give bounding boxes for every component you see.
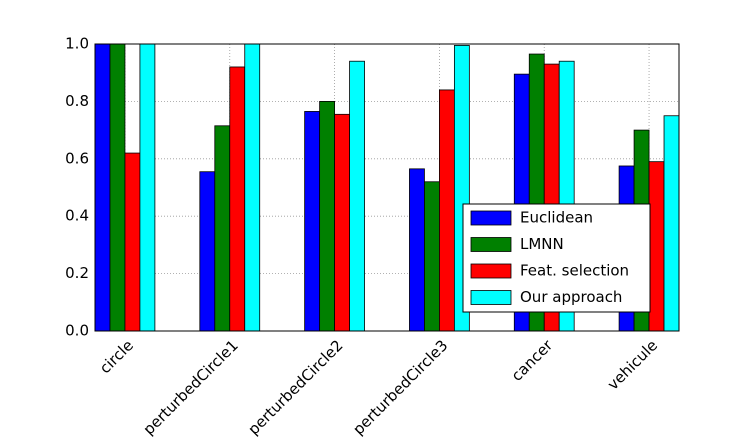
legend-swatch	[470, 263, 512, 279]
y-tick-label: 0.2	[65, 264, 89, 282]
bar	[229, 66, 246, 332]
x-tick-label: cancer	[508, 336, 557, 385]
legend-swatch	[470, 290, 512, 305]
bar	[214, 125, 231, 332]
legend-label: Euclidean	[520, 209, 593, 227]
bar	[663, 115, 680, 332]
bar	[349, 60, 365, 332]
legend-swatch	[470, 210, 512, 226]
bar	[244, 43, 261, 332]
legend: Euclidean LMNN Feat. selection Our approach	[462, 203, 651, 313]
bar	[304, 111, 321, 332]
legend-label: Our approach	[520, 288, 622, 306]
bar	[648, 161, 665, 332]
bar	[439, 89, 455, 332]
legend-swatch	[470, 237, 512, 252]
x-tick-label: vehicule	[604, 336, 661, 393]
x-tick-label: perturbedCircle2	[244, 336, 346, 438]
bar	[109, 43, 126, 332]
y-tick-label: 0.4	[65, 207, 89, 225]
bar	[424, 181, 440, 332]
x-tick-label: circle	[96, 336, 137, 377]
y-tick-label: 0.8	[65, 92, 89, 110]
legend-label: LMNN	[520, 235, 564, 253]
x-tick-label: perturbedCircle1	[140, 336, 242, 438]
y-tick-label: 1.0	[65, 35, 89, 53]
bar	[199, 171, 216, 332]
axes-frame	[94, 43, 680, 332]
legend-label: Feat. selection	[520, 262, 629, 280]
bar	[319, 101, 335, 332]
y-tick-label: 0.0	[65, 322, 89, 340]
y-tick-label: 0.6	[65, 149, 89, 167]
bar	[334, 113, 350, 332]
bar	[124, 152, 141, 332]
x-tick-label: perturbedCircle3	[349, 336, 451, 438]
bar	[94, 43, 111, 332]
bar	[409, 168, 425, 332]
bar	[139, 43, 156, 332]
